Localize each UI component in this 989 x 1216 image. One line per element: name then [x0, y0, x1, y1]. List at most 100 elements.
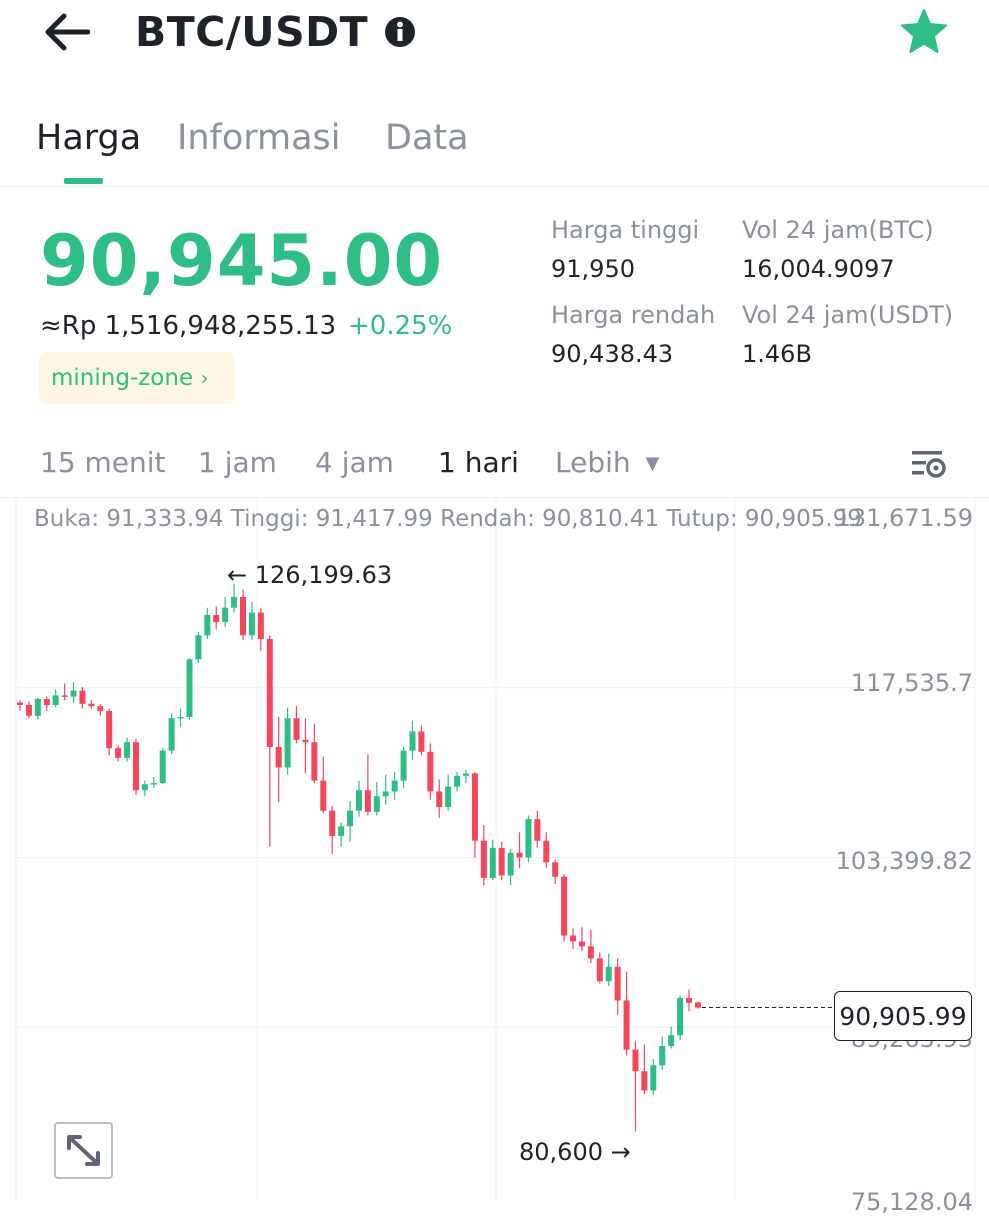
- candle: [596, 952, 603, 984]
- candle-body: [659, 1046, 666, 1066]
- candle: [355, 780, 362, 817]
- candle-body: [578, 941, 585, 947]
- candle: [373, 781, 380, 816]
- candle: [159, 748, 166, 785]
- expand-icon: [67, 1135, 100, 1166]
- tab-informasi[interactable]: Informasi: [177, 118, 341, 158]
- candle-body: [177, 716, 184, 719]
- vol-usdt-label: Vol 24 jam(USDT): [742, 301, 954, 329]
- candle: [266, 635, 273, 847]
- candle: [516, 832, 523, 869]
- mining-zone-label: mining-zone ›: [51, 365, 209, 391]
- info-icon[interactable]: [384, 16, 416, 48]
- tab-harga[interactable]: Harga: [36, 118, 142, 158]
- candle: [391, 772, 398, 800]
- candle: [382, 774, 389, 805]
- candle: [231, 583, 238, 613]
- candle-body: [79, 690, 86, 704]
- vol-btc-value: 16,004.9097: [742, 255, 895, 283]
- candle-body: [614, 966, 621, 1001]
- candle: [88, 700, 95, 709]
- candle: [329, 805, 336, 854]
- candle-body: [43, 698, 50, 705]
- candle-body: [525, 819, 532, 858]
- chart-settings-icon[interactable]: [908, 447, 948, 481]
- page-title: BTC/USDT: [135, 8, 369, 56]
- candle-body: [400, 750, 407, 781]
- chart-top-divider: [0, 497, 989, 498]
- candle: [641, 1044, 648, 1095]
- candle: [418, 725, 425, 756]
- candle-body: [34, 698, 41, 716]
- candle-body: [650, 1065, 657, 1091]
- timeframe-more[interactable]: Lebih ▼: [555, 446, 659, 479]
- ohlc-readout: Buka: 91,333.94 Tinggi: 91,417.99 Rendah…: [34, 506, 862, 532]
- y-axis-label-5: 75,128.04: [850, 1188, 973, 1216]
- tab-data[interactable]: Data: [385, 118, 469, 158]
- candle: [17, 700, 23, 711]
- back-arrow-icon[interactable]: [44, 10, 90, 54]
- candle: [213, 606, 220, 630]
- candle-body: [552, 862, 559, 877]
- candle: [587, 929, 594, 964]
- candles-group: [17, 583, 701, 1132]
- expand-chart-button[interactable]: [54, 1122, 113, 1179]
- candle-body: [480, 840, 487, 878]
- candle-body: [463, 773, 469, 776]
- candle-body: [355, 790, 362, 811]
- candle-body: [382, 791, 389, 797]
- candle-body: [257, 612, 264, 639]
- candle: [427, 743, 434, 800]
- star-icon[interactable]: [900, 8, 948, 54]
- candle: [677, 995, 684, 1041]
- candle-body: [320, 780, 327, 811]
- candle: [498, 841, 505, 881]
- candle: [436, 779, 443, 818]
- timeframe-1d[interactable]: 1 hari: [438, 446, 519, 479]
- candle-body: [284, 718, 291, 768]
- candle-body: [106, 710, 113, 749]
- price-change-percent: +0.25%: [348, 311, 453, 341]
- candle: [463, 769, 469, 784]
- candle-body: [561, 876, 568, 936]
- candle: [311, 724, 318, 784]
- candle-body: [302, 739, 309, 743]
- candle-body: [115, 748, 122, 758]
- candle-body: [516, 852, 523, 858]
- current-price-value: 90,905.99: [839, 1002, 967, 1031]
- candle: [43, 696, 50, 711]
- candle-body: [409, 731, 416, 751]
- candle-body: [293, 718, 300, 740]
- candle: [543, 832, 550, 869]
- tabs-divider: [0, 186, 989, 187]
- candle-body: [329, 810, 336, 836]
- candle: [195, 631, 202, 663]
- candle-body: [168, 718, 175, 751]
- current-price-tag: 90,905.99: [834, 991, 972, 1041]
- y-axis-label-1: 131,671.59: [835, 504, 973, 532]
- candle: [605, 953, 612, 986]
- candle: [240, 589, 246, 641]
- timeframe-1h[interactable]: 1 jam: [198, 446, 277, 479]
- candle: [347, 801, 354, 842]
- candle-body: [141, 784, 148, 791]
- candle-body: [338, 826, 345, 836]
- candle: [115, 745, 122, 762]
- timeframe-4h[interactable]: 4 jam: [315, 446, 394, 479]
- mining-zone-tag[interactable]: mining-zone ›: [39, 352, 235, 404]
- candle-body: [507, 852, 514, 876]
- candle-body: [596, 958, 603, 982]
- candle: [284, 707, 291, 775]
- candle: [570, 928, 577, 949]
- candle-body: [204, 614, 211, 636]
- candle-body: [195, 635, 202, 660]
- candle: [650, 1059, 657, 1096]
- candle-body: [632, 1049, 639, 1072]
- candle: [480, 825, 487, 886]
- candle-body: [70, 690, 77, 697]
- candle: [141, 780, 148, 797]
- candlestick-chart[interactable]: [0, 498, 989, 1200]
- candle-body: [150, 783, 157, 785]
- candle-body: [186, 659, 193, 717]
- timeframe-15m[interactable]: 15 menit: [40, 446, 166, 479]
